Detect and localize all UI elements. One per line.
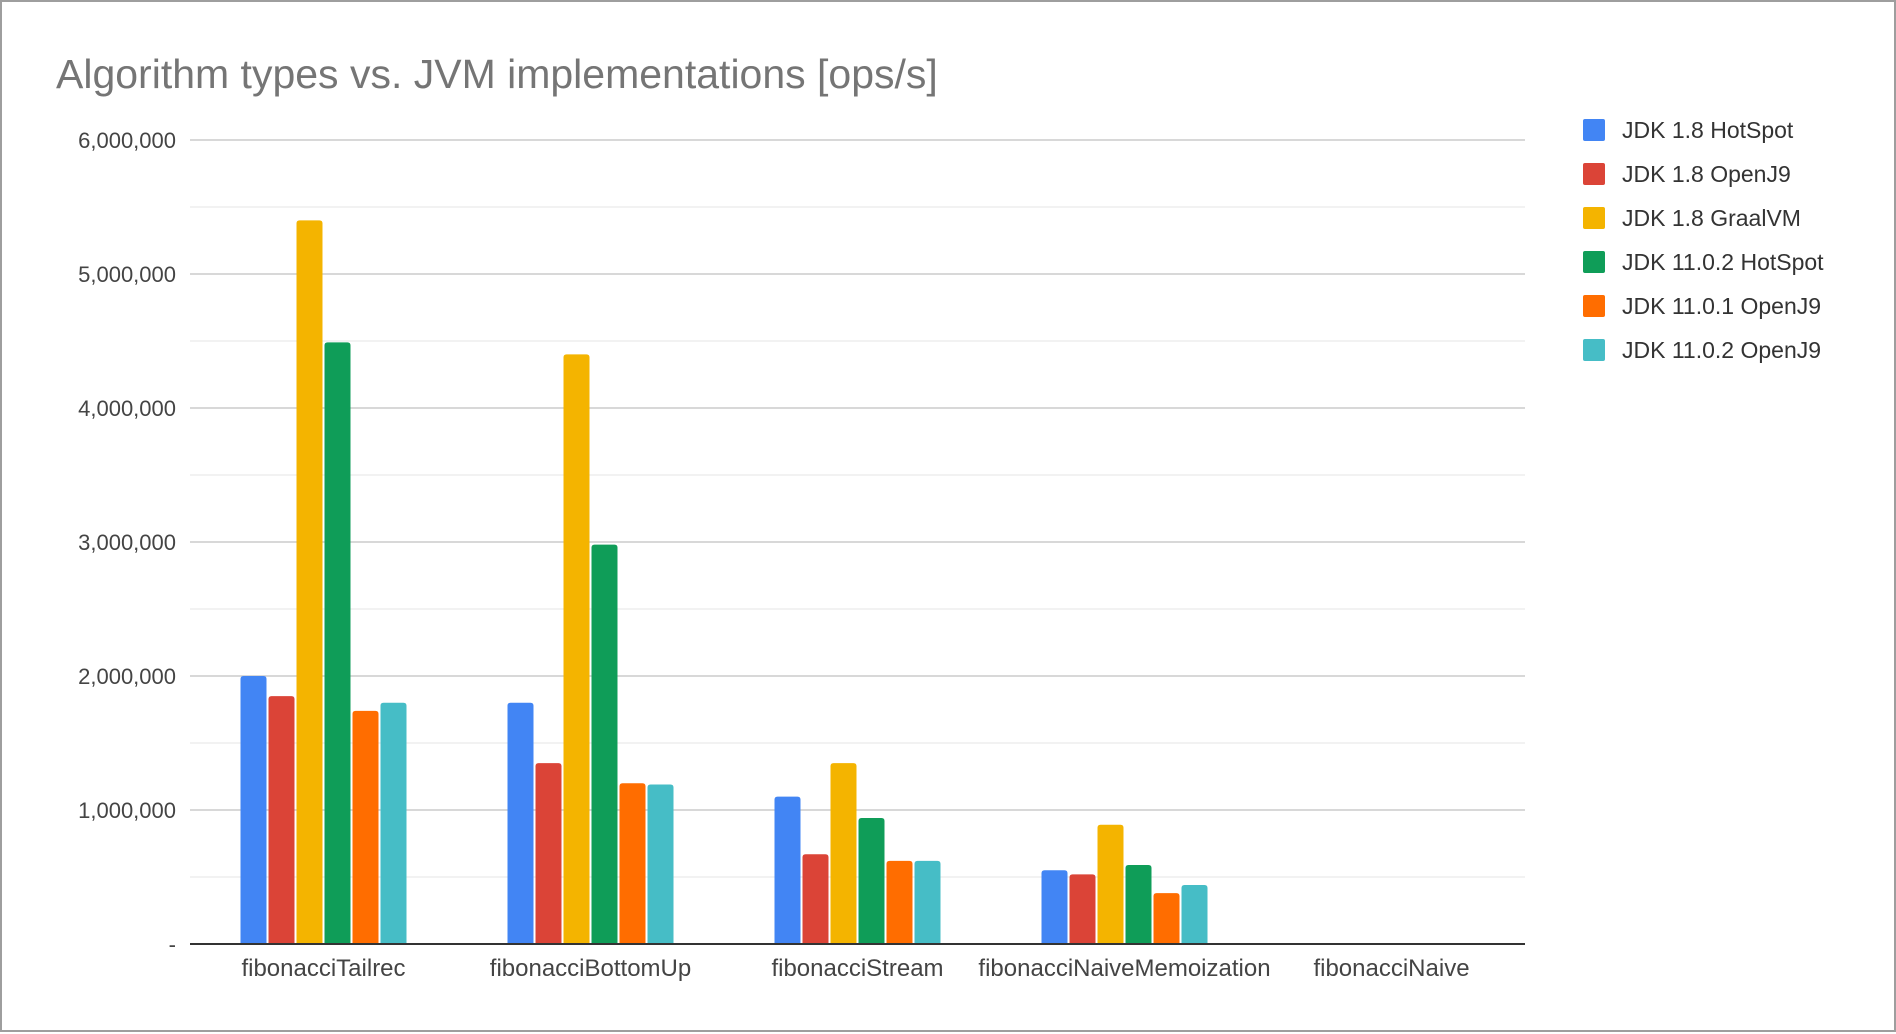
y-tick-label: 3,000,000 [78, 530, 176, 555]
bar [886, 860, 913, 944]
y-tick-label: 2,000,000 [78, 664, 176, 689]
legend-label: JDK 1.8 OpenJ9 [1622, 161, 1791, 187]
x-category-label: fibonacciTailrec [241, 955, 405, 982]
bar [1069, 874, 1096, 944]
x-category-label: fibonacciBottomUp [490, 955, 691, 982]
x-category-label: fibonacciStream [771, 955, 943, 982]
y-axis-tick-labels: - 1,000,000 2,000,000 3,000,000 4,000,000 5,0… [78, 128, 176, 957]
bar [1041, 870, 1068, 944]
bar [830, 763, 857, 944]
legend-swatch [1583, 207, 1605, 229]
bar [240, 676, 267, 944]
bar [1181, 885, 1208, 944]
bar [352, 710, 379, 944]
legend-label: JDK 11.0.2 OpenJ9 [1622, 337, 1821, 363]
x-category-label: fibonacciNaive [1313, 955, 1469, 982]
y-tick-label: 5,000,000 [78, 262, 176, 287]
gridlines [190, 139, 1525, 878]
bar [507, 702, 534, 944]
bar [1153, 893, 1180, 944]
chart-title: Algorithm types vs. JVM implementations … [56, 51, 938, 97]
legend: JDK 1.8 HotSpot JDK 1.8 OpenJ9 JDK 1.8 Gra… [1583, 117, 1824, 363]
bars [240, 220, 1208, 945]
bar [591, 544, 618, 944]
x-category-label: fibonacciNaiveMemoization [978, 955, 1270, 982]
bar [858, 818, 885, 944]
bar [774, 796, 801, 944]
bar [380, 702, 407, 944]
bar [1125, 864, 1152, 944]
y-tick-label: 4,000,000 [78, 396, 176, 421]
bar [1097, 824, 1124, 944]
legend-swatch [1583, 295, 1605, 317]
legend-label: JDK 1.8 GraalVM [1622, 205, 1801, 231]
y-tick-label: 6,000,000 [78, 128, 176, 153]
bar [324, 342, 351, 945]
bar [535, 763, 562, 944]
legend-swatch [1583, 251, 1605, 273]
legend-label: JDK 11.0.2 HotSpot [1622, 249, 1824, 275]
legend-swatch [1583, 119, 1605, 141]
bar [268, 696, 295, 944]
bar [647, 784, 674, 944]
y-tick-label: - [169, 932, 176, 957]
legend-label: JDK 1.8 HotSpot [1622, 117, 1794, 143]
legend-label: JDK 11.0.1 OpenJ9 [1622, 293, 1821, 319]
bar [619, 783, 646, 944]
legend-swatch [1583, 163, 1605, 185]
legend-swatch [1583, 339, 1605, 361]
x-axis-category-labels: fibonacciTailrec fibonacciBottomUp fibonac… [241, 955, 1469, 982]
bar [563, 354, 590, 944]
bar [296, 220, 323, 944]
y-tick-label: 1,000,000 [78, 798, 176, 823]
bar [914, 860, 941, 944]
bar [802, 854, 829, 944]
